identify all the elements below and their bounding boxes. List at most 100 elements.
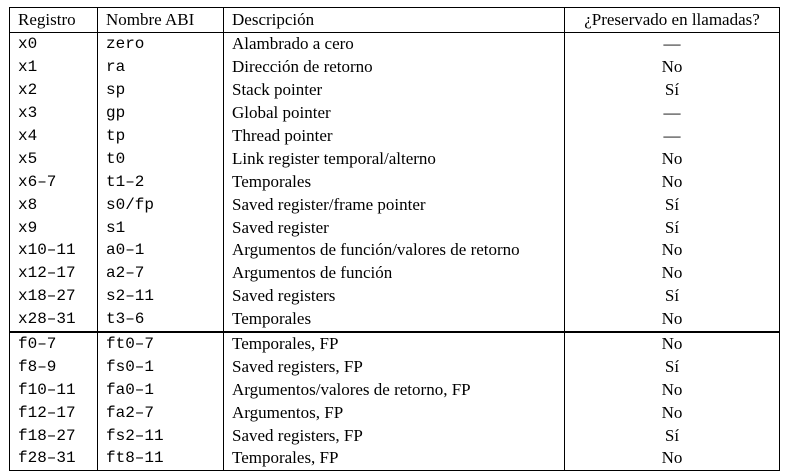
cell-abi-name: a0–1 <box>97 239 224 262</box>
cell-abi-name: gp <box>97 101 224 125</box>
cell-description: Temporales <box>223 307 565 332</box>
cell-abi-name: fs2–11 <box>97 424 224 448</box>
cell-register: f18–27 <box>9 424 98 448</box>
cell-description: Alambrado a cero <box>223 32 565 56</box>
cell-preserved: No <box>564 330 780 356</box>
cell-preserved: No <box>564 147 780 171</box>
cell-abi-name: fa2–7 <box>97 401 224 425</box>
cell-register: x10–11 <box>9 239 98 262</box>
cell-description: Argumentos de función/valores de retorno <box>223 239 565 262</box>
header-description: Descripción <box>223 7 565 33</box>
cell-register: f0–7 <box>9 330 98 356</box>
table-row: x12–17 a2–7 Argumentos de función No <box>9 261 780 285</box>
cell-abi-name: a2–7 <box>97 261 224 285</box>
cell-preserved: No <box>564 261 780 285</box>
cell-register: x8 <box>9 193 98 217</box>
table-row: f0–7 ft0–7 Temporales, FP No <box>9 330 780 356</box>
cell-register: x4 <box>9 124 98 148</box>
register-table-container: Registro Nombre ABI Descripción ¿Preserv… <box>9 7 780 471</box>
cell-abi-name: ft8–11 <box>97 447 224 471</box>
table-row: f12–17 fa2–7 Argumentos, FP No <box>9 401 780 425</box>
cell-abi-name: fs0–1 <box>97 355 224 379</box>
cell-abi-name: ra <box>97 55 224 79</box>
cell-description: Temporales <box>223 170 565 194</box>
cell-register: x18–27 <box>9 284 98 308</box>
cell-register: x5 <box>9 147 98 171</box>
cell-description: Temporales, FP <box>223 447 565 471</box>
cell-preserved: — <box>564 101 780 125</box>
table-row: x3 gp Global pointer — <box>9 101 780 125</box>
cell-description: Stack pointer <box>223 78 565 102</box>
cell-description: Saved register <box>223 216 565 240</box>
cell-description: Argumentos, FP <box>223 401 565 425</box>
cell-description: Thread pointer <box>223 124 565 148</box>
cell-register: f28–31 <box>9 447 98 471</box>
cell-abi-name: sp <box>97 78 224 102</box>
cell-register: x2 <box>9 78 98 102</box>
cell-preserved: — <box>564 124 780 148</box>
cell-preserved: No <box>564 307 780 332</box>
cell-preserved: No <box>564 170 780 194</box>
table-row: x8 s0/fp Saved register/frame pointer Sí <box>9 193 780 217</box>
cell-description: Link register temporal/alterno <box>223 147 565 171</box>
cell-abi-name: ft0–7 <box>97 330 224 356</box>
cell-abi-name: tp <box>97 124 224 148</box>
table-row: x18–27 s2–11 Saved registers Sí <box>9 284 780 308</box>
table-row: x1 ra Dirección de retorno No <box>9 55 780 79</box>
cell-register: x28–31 <box>9 307 98 332</box>
table-row: f10–11 fa0–1 Argumentos/valores de retor… <box>9 378 780 402</box>
register-table: Registro Nombre ABI Descripción ¿Preserv… <box>9 7 780 471</box>
header-preserved: ¿Preservado en llamadas? <box>564 7 780 33</box>
cell-abi-name: t0 <box>97 147 224 171</box>
cell-register: x9 <box>9 216 98 240</box>
header-register: Registro <box>9 7 98 33</box>
cell-register: x6–7 <box>9 170 98 194</box>
cell-preserved: No <box>564 401 780 425</box>
cell-description: Argumentos/valores de retorno, FP <box>223 378 565 402</box>
cell-register: f12–17 <box>9 401 98 425</box>
cell-abi-name: s1 <box>97 216 224 240</box>
cell-abi-name: t3–6 <box>97 307 224 332</box>
cell-description: Saved registers, FP <box>223 424 565 448</box>
cell-preserved: No <box>564 447 780 471</box>
table-row: x5 t0 Link register temporal/alterno No <box>9 147 780 171</box>
table-row: x6–7 t1–2 Temporales No <box>9 170 780 194</box>
table-row: x2 sp Stack pointer Sí <box>9 78 780 102</box>
cell-description: Saved registers, FP <box>223 355 565 379</box>
cell-description: Global pointer <box>223 101 565 125</box>
table-row: f8–9 fs0–1 Saved registers, FP Sí <box>9 355 780 379</box>
table-row: x10–11 a0–1 Argumentos de función/valore… <box>9 239 780 262</box>
table-row: f18–27 fs2–11 Saved registers, FP Sí <box>9 424 780 448</box>
cell-abi-name: t1–2 <box>97 170 224 194</box>
cell-preserved: Sí <box>564 424 780 448</box>
cell-register: f8–9 <box>9 355 98 379</box>
cell-register: x12–17 <box>9 261 98 285</box>
cell-register: x1 <box>9 55 98 79</box>
cell-register: f10–11 <box>9 378 98 402</box>
cell-preserved: Sí <box>564 193 780 217</box>
table-header-row: Registro Nombre ABI Descripción ¿Preserv… <box>9 7 780 33</box>
cell-preserved: — <box>564 32 780 56</box>
table-row: f28–31 ft8–11 Temporales, FP No <box>9 447 780 471</box>
cell-description: Temporales, FP <box>223 330 565 356</box>
header-abi-name: Nombre ABI <box>97 7 224 33</box>
cell-abi-name: fa0–1 <box>97 378 224 402</box>
table-row: x4 tp Thread pointer — <box>9 124 780 148</box>
table-row: x9 s1 Saved register Sí <box>9 216 780 240</box>
cell-register: x3 <box>9 101 98 125</box>
cell-abi-name: s2–11 <box>97 284 224 308</box>
cell-preserved: Sí <box>564 78 780 102</box>
cell-description: Argumentos de función <box>223 261 565 285</box>
cell-preserved: Sí <box>564 355 780 379</box>
cell-abi-name: s0/fp <box>97 193 224 217</box>
cell-abi-name: zero <box>97 32 224 56</box>
cell-description: Saved registers <box>223 284 565 308</box>
cell-preserved: Sí <box>564 216 780 240</box>
cell-preserved: Sí <box>564 284 780 308</box>
cell-register: x0 <box>9 32 98 56</box>
cell-description: Saved register/frame pointer <box>223 193 565 217</box>
cell-description: Dirección de retorno <box>223 55 565 79</box>
cell-preserved: No <box>564 378 780 402</box>
table-row: x0 zero Alambrado a cero — <box>9 32 780 56</box>
cell-preserved: No <box>564 55 780 79</box>
